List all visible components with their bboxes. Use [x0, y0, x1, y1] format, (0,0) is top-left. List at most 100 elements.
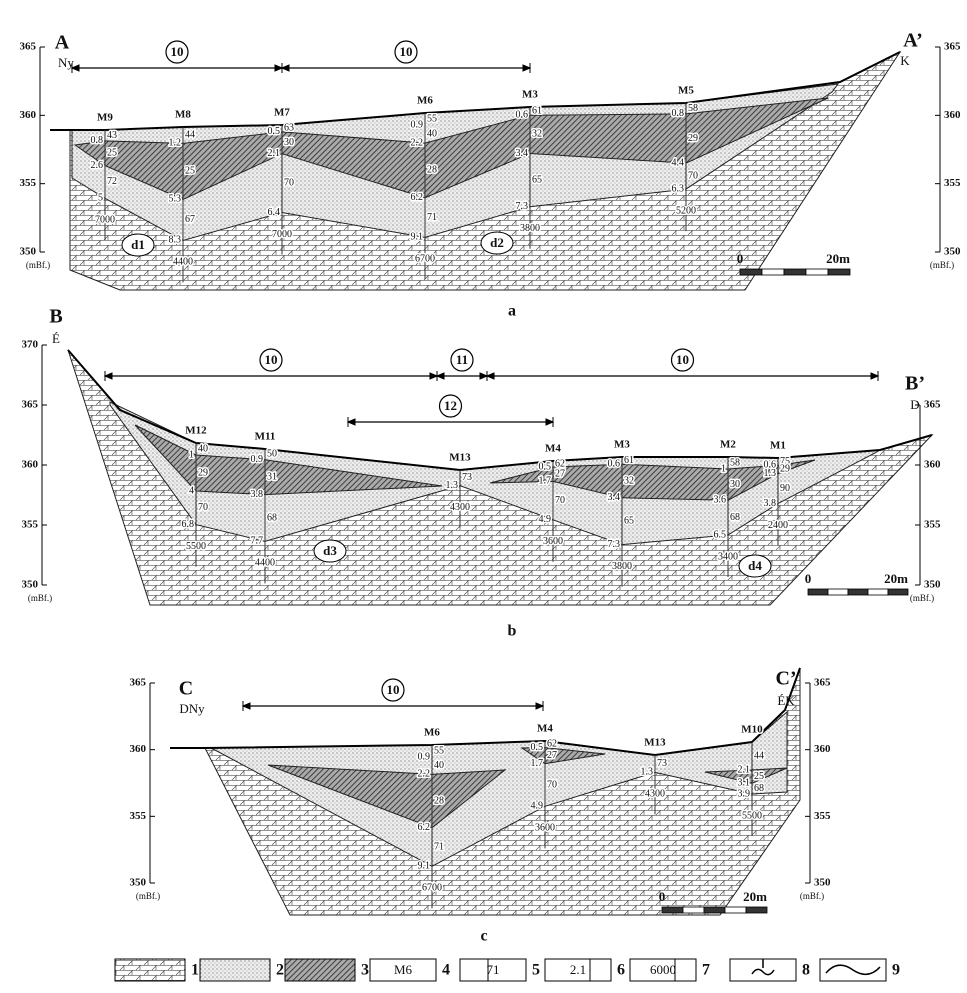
scale-segment [740, 269, 762, 275]
depth-label: 9.1 [418, 861, 431, 872]
depth-label: 1.2 [169, 138, 182, 149]
bedrock-resistivity: 6700 [415, 254, 435, 265]
section-end-direction: K [900, 53, 910, 68]
resistivity-label: 70 [198, 502, 208, 513]
bedrock-resistivity: 7000 [272, 229, 292, 240]
depth-label: 4.9 [531, 801, 544, 812]
resistivity-label: 29 [688, 133, 698, 144]
resistivity-label: 40 [198, 443, 208, 454]
scale-segment [806, 269, 828, 275]
legend-number: 2 [276, 962, 284, 979]
depth-label: 6.2 [411, 192, 424, 203]
depth-label: 7.3 [516, 201, 529, 212]
resistivity-label: 43 [107, 130, 117, 141]
axis-tick-label: 365 [924, 399, 941, 411]
axis-unit: (mBf.) [26, 260, 50, 270]
depth-label: 2.6 [91, 160, 104, 171]
borehole-name: M5 [678, 85, 694, 97]
legend-number: 4 [442, 962, 450, 979]
resistivity-label: 63 [284, 123, 294, 134]
resistivity-label: 68 [267, 512, 277, 523]
axis-tick-label: 355 [22, 519, 39, 531]
zone-label: d2 [490, 235, 504, 250]
resistivity-label: 25 [185, 166, 195, 177]
resistivity-label: 65 [624, 515, 634, 526]
axis-tick-label: 360 [944, 109, 961, 121]
resistivity-label: 67 [185, 214, 195, 225]
depth-label: 7.7 [251, 536, 264, 547]
scale-segment [828, 589, 848, 595]
depth-label: 2.2 [411, 137, 424, 148]
zone-label: d1 [131, 237, 145, 252]
resistivity-label: 62 [547, 739, 557, 750]
depth-label: 3.4 [608, 492, 621, 503]
span-label: 10 [676, 352, 689, 367]
axis-tick-label: 370 [22, 339, 39, 351]
span-label: 10 [400, 44, 413, 59]
bedrock-resistivity: 7000 [95, 215, 115, 226]
scale-segment [683, 907, 704, 913]
depth-label: 3.9 [738, 788, 751, 799]
resistivity-label: 70 [555, 495, 565, 506]
scale-end: 20m [743, 889, 767, 904]
borehole-name: M11 [255, 431, 276, 443]
axis-tick-label: 365 [130, 677, 147, 689]
depth-label: 1.7 [531, 758, 544, 769]
resistivity-label: 71 [434, 841, 444, 852]
axis-tick-label: 350 [924, 579, 941, 591]
resistivity-label: 71 [427, 212, 437, 223]
scale-segment [828, 269, 850, 275]
depth-label: 0.5 [268, 126, 281, 137]
legend-number: 8 [802, 962, 810, 979]
axis-tick-label: 365 [944, 41, 961, 53]
scale-segment [808, 589, 828, 595]
resistivity-label: 30 [284, 137, 294, 148]
depth-label: 0.9 [418, 751, 431, 762]
axis-tick-label: 350 [22, 579, 39, 591]
scale-segment [704, 907, 725, 913]
depth-label: 0.8 [672, 108, 685, 119]
scale-segment [662, 907, 683, 913]
depth-label: 6.5 [714, 529, 727, 540]
borehole-name: M1 [770, 440, 786, 452]
axis-unit: (mBf.) [930, 260, 954, 270]
depth-label: 3.6 [714, 494, 727, 505]
section-end-direction: D [910, 397, 919, 412]
bedrock-resistivity: 3800 [612, 561, 632, 572]
borehole-name: M3 [614, 439, 630, 451]
legend-box [115, 959, 185, 981]
bedrock-resistivity: 5500 [186, 541, 206, 552]
resistivity-label: 28 [427, 165, 437, 176]
depth-label: 0.5 [539, 461, 552, 472]
borehole-name: M6 [417, 95, 433, 107]
resistivity-label: 27 [547, 750, 557, 761]
axis-tick-label: 350 [814, 877, 831, 889]
axis-tick-label: 355 [814, 810, 831, 822]
depth-label: 1.7 [539, 476, 552, 487]
axis-tick-label: 360 [22, 459, 39, 471]
axis-tick-label: 350 [130, 877, 147, 889]
legend-box [285, 959, 355, 981]
scale-start: 0 [737, 251, 744, 266]
section-start: A [55, 32, 70, 54]
section-end: B’ [905, 373, 925, 395]
span-label: 10 [387, 682, 400, 697]
resistivity-label: 32 [624, 475, 634, 486]
span-label: 10 [171, 44, 184, 59]
scale-segment [848, 589, 868, 595]
resistivity-label: 30 [730, 479, 740, 490]
resistivity-label: 50 [267, 449, 277, 460]
bedrock-resistivity: 6700 [422, 883, 442, 894]
axis-unit: (mBf.) [136, 891, 160, 901]
legend-number: 6 [617, 962, 625, 979]
resistivity-label: 25 [107, 148, 117, 159]
section-end: C’ [775, 668, 796, 690]
legend-number: 3 [361, 962, 369, 979]
depth-label: 9.1 [411, 232, 424, 243]
resistivity-label: 58 [730, 457, 740, 468]
borehole-name: M12 [185, 425, 207, 437]
axis-tick-label: 360 [20, 109, 37, 121]
section-caption: c [480, 928, 487, 945]
section-start-direction: É [52, 331, 60, 346]
depth-label: 1.3 [446, 480, 459, 491]
